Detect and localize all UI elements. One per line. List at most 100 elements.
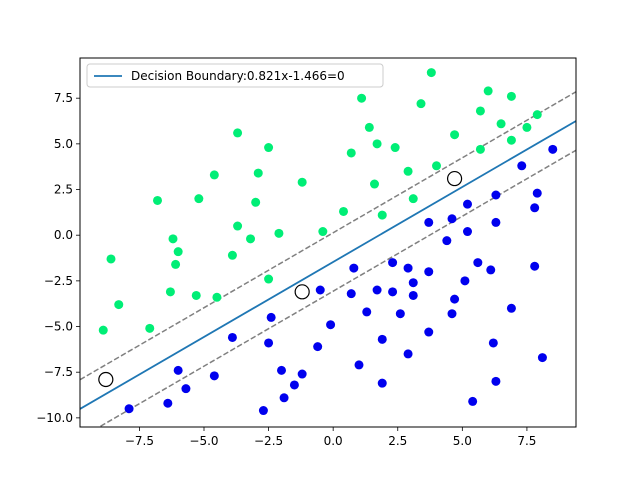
data-point-class_a (274, 228, 284, 238)
data-point-class_a (114, 300, 124, 310)
data-point-class_b (163, 398, 173, 408)
lower-margin-line (97, 149, 576, 427)
data-point-class_a (251, 197, 261, 207)
data-point-class_a (390, 143, 400, 153)
data-point-class_a (372, 139, 382, 149)
data-point-class_b (395, 309, 405, 319)
data-point-class_b (460, 276, 470, 286)
data-point-class_b (424, 217, 434, 227)
data-point-class_b (124, 404, 134, 414)
data-point-class_a (506, 91, 516, 101)
data-point-class_b (354, 360, 364, 370)
data-point-class_a (233, 128, 243, 138)
data-point-class_b (403, 263, 413, 273)
data-point-class_a (246, 234, 255, 244)
data-point-class_b (315, 285, 325, 295)
data-point-class_b (388, 287, 398, 297)
upper-margin-line (80, 91, 576, 381)
data-point-class_b (289, 380, 299, 390)
data-point-class_b (491, 190, 501, 200)
data-point-class_a (194, 194, 204, 204)
data-point-class_b (349, 263, 359, 273)
y-tick-label: 7.5 (54, 91, 73, 105)
data-point-class_a (171, 259, 181, 269)
data-point-class_a (153, 195, 162, 205)
data-point-class_b (297, 369, 307, 379)
data-point-class_a (475, 106, 485, 116)
data-point-class_b (491, 376, 501, 386)
data-point-class_a (233, 221, 243, 231)
data-point-class_b (209, 371, 219, 381)
y-tick-label: −7.5 (44, 365, 73, 379)
data-point-class_a (168, 234, 178, 244)
data-point-class_b (548, 144, 558, 154)
data-point-class_a (346, 148, 356, 158)
data-point-class_a (98, 325, 108, 335)
data-point-class_a (318, 227, 328, 237)
data-point-class_a (173, 247, 183, 257)
data-point-class_b (447, 214, 457, 224)
x-tick-label: 2.5 (388, 434, 407, 448)
data-point-class_a (209, 170, 219, 180)
data-point-class_b (362, 307, 372, 317)
data-point-class_b (450, 294, 460, 304)
data-point-class_a (426, 68, 436, 78)
data-point-class_b (377, 378, 387, 388)
data-point-class_b (488, 338, 498, 348)
data-point-class_b (266, 312, 276, 322)
data-point-class_a (408, 194, 418, 204)
data-point-class_b (173, 365, 183, 375)
data-point-class_a (432, 161, 441, 171)
y-tick-label: −5.0 (44, 320, 73, 334)
plot-frame (79, 57, 577, 428)
data-point-class_b (442, 236, 452, 246)
data-point-class_b (424, 267, 434, 277)
data-point-class_a (339, 206, 348, 216)
y-tick-label: 0.0 (54, 228, 73, 242)
data-point-class_a (532, 110, 542, 120)
data-point-class_a (364, 122, 374, 132)
support-vector-ring (98, 371, 114, 388)
data-point-class_a (264, 274, 274, 284)
data-point-class_b (506, 303, 516, 313)
data-point-class_b (491, 217, 501, 227)
decision-boundary-line (80, 120, 576, 410)
data-point-class_b (277, 365, 286, 375)
data-point-class_b (372, 285, 382, 295)
data-point-class_a (297, 177, 307, 187)
data-point-class_a (370, 179, 379, 189)
data-point-class_a (475, 144, 485, 154)
data-point-class_b (447, 309, 457, 319)
data-point-class_a (145, 323, 155, 333)
legend: Decision Boundary:0.821x-1.466=0 (86, 63, 384, 88)
data-point-class_b (532, 188, 542, 198)
data-point-class_b (279, 393, 289, 403)
data-point-class_b (258, 406, 268, 416)
data-point-class_a (191, 290, 201, 300)
data-point-class_a (496, 119, 506, 129)
data-point-class_b (486, 265, 496, 275)
data-point-class_b (408, 278, 418, 288)
data-point-class_a (506, 135, 516, 145)
data-point-class_a (253, 168, 263, 178)
data-point-class_a (450, 130, 460, 140)
axes: −7.5 −5.0 −2.5 0.0 2.5 5.0 7.5 −10.0 −7.5 −5.0 −2.… (36, 91, 536, 448)
data-point-class_b (530, 261, 540, 271)
y-tick-label: 5.0 (54, 137, 73, 151)
data-point-class_b (473, 258, 483, 268)
data-point-class_b (264, 338, 274, 348)
data-point-class_a (416, 99, 426, 109)
data-point-class_a (227, 250, 237, 260)
data-point-class_b (403, 349, 413, 359)
data-point-class_b (468, 396, 478, 406)
legend-label: Decision Boundary:0.821x-1.466=0 (131, 69, 345, 83)
data-point-class_b (463, 199, 472, 209)
data-point-class_b (537, 353, 547, 363)
data-point-class_a (483, 86, 493, 96)
data-point-class_b (408, 290, 418, 300)
data-point-class_b (424, 327, 434, 337)
support-vector-ring (446, 170, 463, 187)
data-point-class_b (181, 384, 191, 394)
data-point-class_b (517, 161, 527, 171)
